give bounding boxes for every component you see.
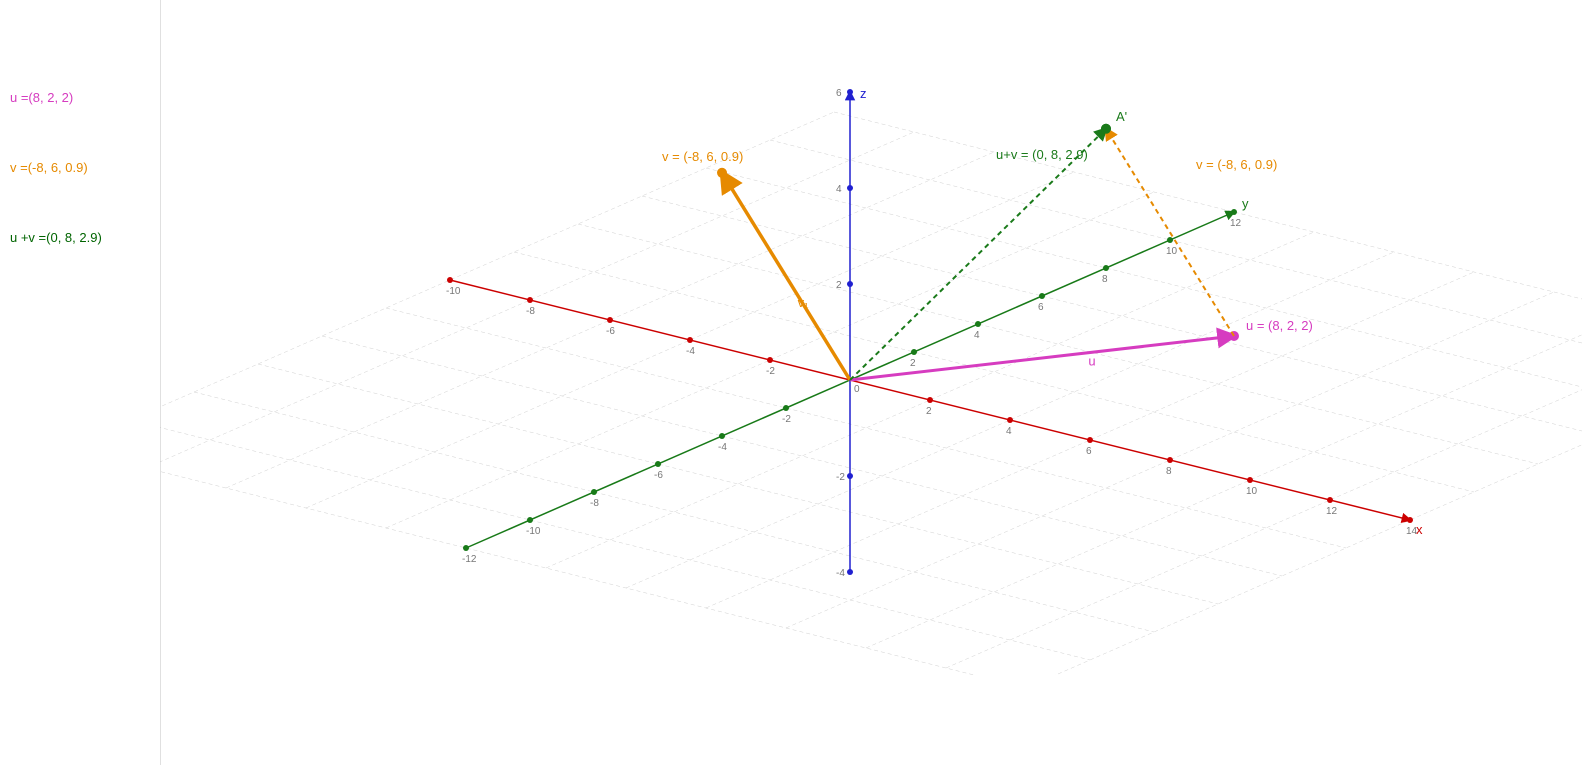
- svg-text:-4: -4: [718, 442, 727, 453]
- 3d-plot[interactable]: xyz-10-8-6-4-22468101214-12-10-8-6-4-224…: [160, 0, 1582, 675]
- vector-v: [722, 173, 850, 380]
- svg-text:-8: -8: [590, 498, 599, 509]
- svg-text:4: 4: [974, 330, 980, 341]
- svg-text:-6: -6: [654, 470, 663, 481]
- vector-v-shifted-label: v = (-8, 6, 0.9): [1196, 157, 1277, 172]
- svg-text:-12: -12: [462, 554, 477, 565]
- sidebar-v-label: v =(-8, 6, 0.9): [10, 160, 160, 175]
- svg-text:6: 6: [836, 88, 842, 99]
- svg-text:8: 8: [1166, 466, 1172, 477]
- svg-text:2: 2: [910, 358, 916, 369]
- svg-text:-2: -2: [782, 414, 791, 425]
- vector-u-short: u: [1088, 354, 1095, 369]
- grid: [160, 112, 1582, 675]
- point-aprime: [1101, 124, 1111, 134]
- svg-text:0: 0: [854, 384, 860, 395]
- vector-v-endpoint: [717, 168, 727, 178]
- svg-text:2: 2: [836, 280, 842, 291]
- svg-text:10: 10: [1246, 486, 1258, 497]
- vector-u-label: u = (8, 2, 2): [1246, 318, 1313, 333]
- svg-text:2: 2: [926, 406, 932, 417]
- svg-text:-2: -2: [766, 366, 775, 377]
- svg-text:4: 4: [836, 184, 842, 195]
- svg-text:6: 6: [1086, 446, 1092, 457]
- svg-text:-6: -6: [606, 326, 615, 337]
- svg-text:12: 12: [1326, 506, 1338, 517]
- sidebar-u-label: u =(8, 2, 2): [10, 90, 160, 105]
- svg-text:12: 12: [1230, 218, 1242, 229]
- svg-text:8: 8: [1102, 274, 1108, 285]
- y-axis-label: y: [1242, 196, 1249, 211]
- z-axis-label: z: [860, 86, 867, 101]
- svg-text:6: 6: [1038, 302, 1044, 313]
- point-aprime-label: A': [1116, 109, 1127, 124]
- vector-upv-label: u+v = (0, 8, 2.9): [996, 147, 1088, 162]
- svg-text:-10: -10: [526, 526, 541, 537]
- svg-text:10: 10: [1166, 246, 1178, 257]
- vector-upv: [850, 129, 1106, 380]
- svg-text:-4: -4: [836, 568, 845, 579]
- sidebar: u =(8, 2, 2) v =(-8, 6, 0.9) u +v =(0, 8…: [0, 0, 161, 765]
- svg-text:-8: -8: [526, 306, 535, 317]
- svg-text:14: 14: [1406, 526, 1418, 537]
- svg-text:-2: -2: [836, 472, 845, 483]
- sidebar-upv-label: u +v =(0, 8, 2.9): [10, 230, 160, 245]
- svg-text:-10: -10: [446, 286, 461, 297]
- vector-v-label: v = (-8, 6, 0.9): [662, 149, 743, 164]
- svg-text:-4: -4: [686, 346, 695, 357]
- svg-text:4: 4: [1006, 426, 1012, 437]
- vector-v-short: v₁: [798, 295, 810, 310]
